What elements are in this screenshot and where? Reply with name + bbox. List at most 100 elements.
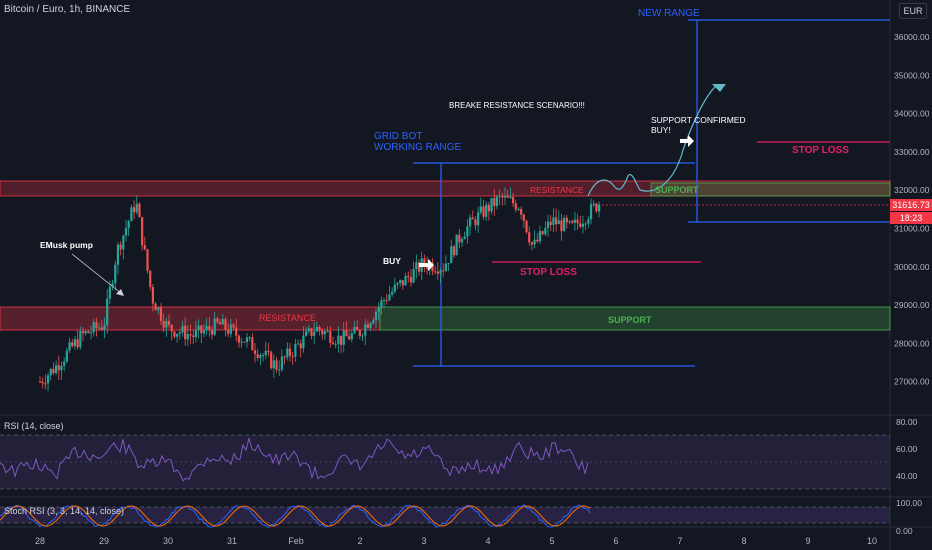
price-tick-label: 33000.00 xyxy=(894,147,930,157)
emusk-arrow-line xyxy=(71,253,123,295)
candle-body xyxy=(431,262,434,272)
candle-body xyxy=(339,335,343,345)
candle-body xyxy=(49,368,52,376)
stoch-title[interactable]: Stoch RSI (3, 3, 14, 14, close) xyxy=(4,506,125,516)
rsi-title[interactable]: RSI (14, close) xyxy=(4,421,64,431)
grid-bot-label[interactable]: GRID BOT xyxy=(374,131,423,142)
emusk-label[interactable]: EMusk pump xyxy=(40,240,93,250)
symbol-title[interactable]: Bitcoin / Euro, 1h, BINANCE xyxy=(4,4,131,15)
time-tick-label: 9 xyxy=(805,536,810,546)
stop-loss-right-label[interactable]: STOP LOSS xyxy=(792,145,849,156)
candle-body xyxy=(571,221,574,223)
candle-body xyxy=(399,280,402,284)
candle-body xyxy=(598,204,601,212)
candle-body xyxy=(385,300,388,302)
support-confirmed-buy-label[interactable]: BUY! xyxy=(651,125,671,135)
candle-body xyxy=(154,303,157,311)
candle-body xyxy=(87,331,90,334)
candle-body xyxy=(186,334,189,340)
candle-body xyxy=(595,203,598,212)
buy-confirm-arrow-icon xyxy=(680,135,694,147)
resistance-high-label[interactable]: RESISTANCE xyxy=(530,185,584,195)
candle-body xyxy=(563,217,566,232)
candle-body xyxy=(452,246,456,256)
candle-body xyxy=(350,333,353,340)
candle-body xyxy=(450,246,453,264)
candle-body xyxy=(517,209,520,211)
candle-body xyxy=(151,286,154,304)
resistance-zone-low[interactable] xyxy=(0,306,381,331)
time-tick-label: 28 xyxy=(35,536,45,546)
candle-body xyxy=(170,324,173,332)
candle-body xyxy=(434,271,437,273)
support-high-label[interactable]: SUPPORT xyxy=(655,185,699,195)
price-axis[interactable]: 36000.00 35000.00 34000.00 33000.00 32000.00… xyxy=(894,32,930,387)
support-confirmed-label[interactable]: SUPPORT CONFIRMED xyxy=(651,115,746,125)
breake-scenario-label[interactable]: BREAKE RESISTANCE SCENARIO!!! xyxy=(449,101,585,110)
candle-body xyxy=(321,330,324,335)
last-price-tag: 31616.73 xyxy=(890,199,932,211)
rsi-tick-label: 40.00 xyxy=(896,471,918,481)
candle-body xyxy=(415,262,418,270)
new-range[interactable] xyxy=(688,19,890,223)
candle-body xyxy=(227,329,230,334)
currency-button[interactable]: EUR xyxy=(899,3,927,19)
candle-body xyxy=(568,221,571,223)
candle-body xyxy=(444,263,447,271)
candle-body xyxy=(165,321,168,328)
candle-body xyxy=(283,356,286,358)
candle-body xyxy=(393,284,396,292)
candle-body xyxy=(119,244,122,250)
support-low-label[interactable]: SUPPORT xyxy=(608,315,652,325)
stop-loss-mid-label[interactable]: STOP LOSS xyxy=(520,267,577,278)
candle-body xyxy=(167,321,171,325)
candle-body xyxy=(216,318,219,323)
resistance-low-label[interactable]: RESISTANCE xyxy=(259,313,316,323)
buy-label[interactable]: BUY xyxy=(383,256,401,266)
time-axis[interactable]: 28 29 30 31 Feb 2 3 4 5 6 7 8 9 10 xyxy=(35,536,877,546)
candle-body xyxy=(509,197,512,199)
candle-body xyxy=(592,203,595,205)
candle-body xyxy=(299,343,302,349)
candle-body xyxy=(503,195,507,198)
candle-body xyxy=(243,341,246,343)
new-range-label[interactable]: NEW RANGE xyxy=(638,8,700,19)
candle-body xyxy=(587,219,590,224)
candle-body xyxy=(135,203,138,213)
candle-body xyxy=(493,197,496,207)
candle-body xyxy=(409,277,413,283)
price-tick-label: 35000.00 xyxy=(894,70,930,80)
candle-body xyxy=(522,214,525,221)
candle-body xyxy=(286,348,289,358)
price-tick-label: 31000.00 xyxy=(894,224,930,234)
support-zone-low[interactable] xyxy=(379,306,891,331)
grid-bot-range[interactable] xyxy=(413,162,695,367)
working-range-label[interactable]: WORKING RANGE xyxy=(374,142,462,153)
candle-body xyxy=(267,350,270,353)
price-tick-label: 34000.00 xyxy=(894,109,930,119)
candle-body xyxy=(302,335,305,349)
candle-body xyxy=(490,197,493,212)
candle-body xyxy=(232,324,235,328)
time-tick-label: 31 xyxy=(227,536,237,546)
candle-body xyxy=(313,331,316,336)
candle-body xyxy=(369,323,372,328)
candle-body xyxy=(361,335,364,337)
candle-body xyxy=(63,361,66,366)
candle-body xyxy=(396,283,399,285)
candle-body xyxy=(565,217,568,223)
time-tick-label: 7 xyxy=(677,536,682,546)
candle-body xyxy=(38,381,42,383)
candle-body xyxy=(55,365,58,374)
time-tick-label: 30 xyxy=(163,536,173,546)
support-zone-high[interactable] xyxy=(650,182,891,197)
rsi-axis: 80.00 60.00 40.00 xyxy=(896,417,918,481)
time-tick-label: 29 xyxy=(99,536,109,546)
candle-body xyxy=(511,197,515,204)
candle-body xyxy=(132,207,136,213)
candle-body xyxy=(208,325,211,330)
candle-body xyxy=(315,326,318,332)
candle-body xyxy=(224,319,227,330)
candle-body xyxy=(439,270,442,274)
